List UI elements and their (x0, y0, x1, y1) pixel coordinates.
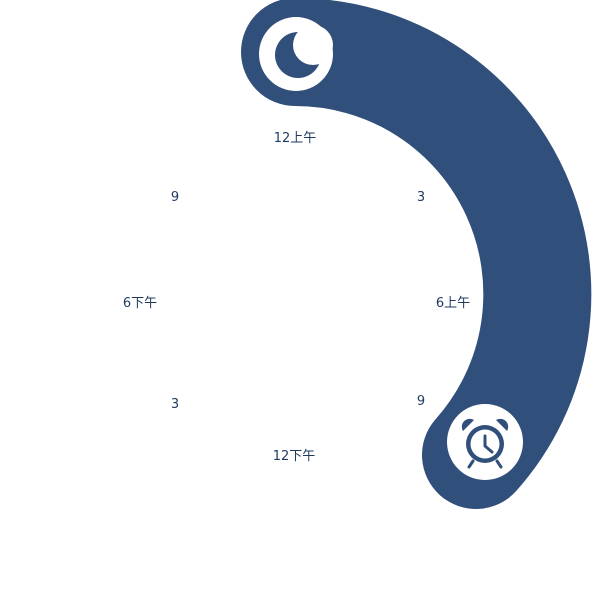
sleep-range-arc[interactable] (241, 0, 592, 509)
dial-label-3pm: 3 (171, 397, 179, 412)
wake-handle[interactable] (447, 404, 523, 480)
dial-label-6am: 6上午 (436, 296, 470, 311)
moon-icon (275, 25, 333, 78)
dial-label-3am: 3 (417, 190, 425, 205)
bedtime-handle[interactable] (259, 17, 333, 91)
alarm-clock-icon (461, 418, 509, 469)
dial-label-6pm: 6下午 (123, 296, 157, 311)
dial-label-9pm: 9 (171, 190, 179, 205)
dial-label-9am: 9 (417, 394, 425, 409)
dial-label-12am: 12上午 (274, 131, 317, 146)
dial-label-12pm: 12下午 (273, 449, 316, 464)
